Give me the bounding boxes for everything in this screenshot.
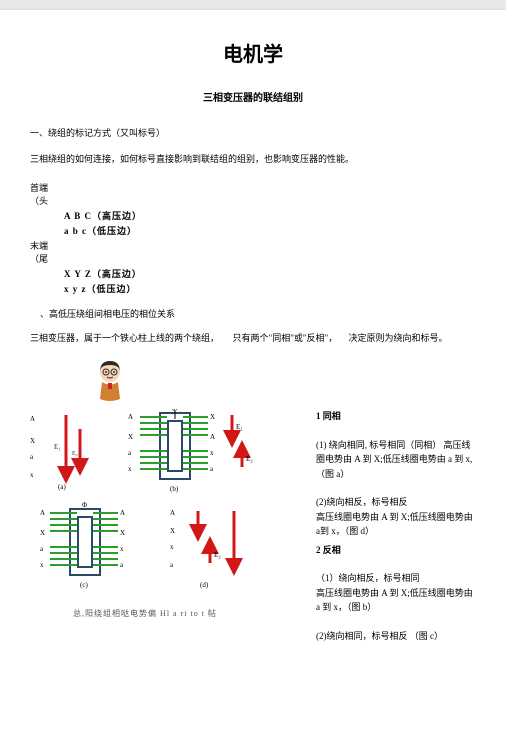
item-2-1b: 高压线圈电势由 A 到 X;低压线圈电势由 a 到 x，（图 b）: [316, 586, 476, 615]
svg-text:(b): (b): [170, 485, 179, 493]
svg-text:X: X: [170, 527, 175, 535]
svg-text:Φ: Φ: [172, 409, 177, 413]
svg-text:A: A: [210, 433, 215, 441]
svg-text:(a): (a): [58, 483, 66, 491]
item-1-2a: (2)绕向相反，标号相反: [316, 495, 476, 509]
head-1: 1 同相: [316, 409, 476, 423]
document-page: 电机学 三相变压器的联结组别 一、绕组的标记方式（又叫标号） 三相绕组的如何连接…: [0, 10, 506, 740]
svg-text:a: a: [30, 453, 34, 461]
svg-text:A: A: [120, 509, 125, 517]
svg-text:E₁: E₁: [54, 443, 61, 451]
diagram-block: A X a x E₁ E₂ (a) A X a x X A: [30, 359, 260, 619]
paragraph-1: 三相绕组的如何连接，如何标号直接影响到联结组的组别，也影响变压器的性能。: [30, 153, 476, 167]
svg-text:X: X: [210, 413, 215, 421]
page-subtitle: 三相变压器的联结组别: [30, 89, 476, 104]
lv-tail: x y z（低压边）: [64, 282, 137, 295]
svg-text:x: x: [120, 545, 124, 553]
para2-b: 只有两个"同相"或"反相"，: [233, 333, 338, 343]
svg-text:a: a: [128, 449, 132, 457]
svg-text:E₁: E₁: [236, 423, 243, 431]
right-explanation: 1 同相 (1) 绕向相同, 标号相同（同相） 高压线圈电势由 A 到 X;低压…: [316, 359, 476, 643]
svg-text:(d): (d): [200, 581, 209, 589]
hv-tail: X Y Z（高压边）: [64, 267, 142, 280]
item-1-1: (1) 绕向相同, 标号相同（同相） 高压线圈电势由 A 到 X;低压线圈电势由…: [316, 438, 476, 481]
svg-text:A: A: [128, 413, 133, 421]
svg-text:A: A: [40, 509, 45, 517]
svg-text:A: A: [30, 415, 35, 423]
section-1-heading: 一、绕组的标记方式（又叫标号）: [30, 126, 476, 139]
svg-text:x: x: [40, 561, 44, 569]
svg-text:E₂: E₂: [72, 451, 78, 457]
svg-text:x: x: [170, 543, 174, 551]
svg-text:a: a: [170, 561, 174, 569]
terminal-definitions: 首端（头 A B C（高压边） a b c（低压边） 末端（尾 X Y Z（高压…: [30, 181, 476, 295]
svg-text:X: X: [40, 529, 45, 537]
para2-c: 决定原则为绕向和标号。: [348, 333, 447, 343]
svg-text:a: a: [40, 545, 44, 553]
svg-text:x: x: [30, 471, 34, 479]
tail-label: 末端（尾: [30, 239, 64, 265]
item-1-2b: 高压线圈电势由 A 到 X;低压线圈电势由 a到 x，（图 d）: [316, 510, 476, 539]
paragraph-2: 三相变压器，属于一个铁心柱上线的两个绕组， 只有两个"同相"或"反相"， 决定原…: [30, 332, 476, 346]
head-label: 首端（头: [30, 181, 64, 207]
lv-head: a b c（低压边）: [64, 224, 137, 237]
figure-caption: 总,阳绕组相哒电势偏 Hl a ri to t 帖: [30, 608, 260, 619]
svg-text:E₂: E₂: [214, 551, 221, 559]
cartoon-avatar-icon: [90, 359, 260, 403]
hv-head: A B C（高压边）: [64, 209, 142, 222]
svg-text:x: x: [128, 465, 132, 473]
svg-text:x: x: [210, 449, 214, 457]
bullet-2: 、高低压绕组间相电压的相位关系: [40, 307, 476, 320]
svg-text:X: X: [128, 433, 133, 441]
item-2-1a: （1）绕向相反，标号相同: [316, 571, 476, 585]
svg-text:Φ: Φ: [82, 501, 87, 509]
svg-text:E₂: E₂: [246, 455, 253, 463]
item-2-2: (2)绕向相同，标号相反 （图 c）: [316, 629, 476, 643]
svg-text:a: a: [210, 465, 214, 473]
svg-text:a: a: [120, 561, 124, 569]
para2-a: 三相变压器，属于一个铁心柱上线的两个绕组，: [30, 333, 219, 343]
head-2: 2 反相: [316, 543, 476, 557]
page-title: 电机学: [30, 38, 476, 67]
transformer-diagrams: A X a x E₁ E₂ (a) A X a x X A: [30, 409, 260, 599]
figure-area: A X a x E₁ E₂ (a) A X a x X A: [30, 359, 476, 643]
svg-text:X: X: [120, 529, 125, 537]
svg-text:(c): (c): [80, 581, 88, 589]
svg-text:X: X: [30, 437, 35, 445]
svg-text:A: A: [170, 509, 175, 517]
